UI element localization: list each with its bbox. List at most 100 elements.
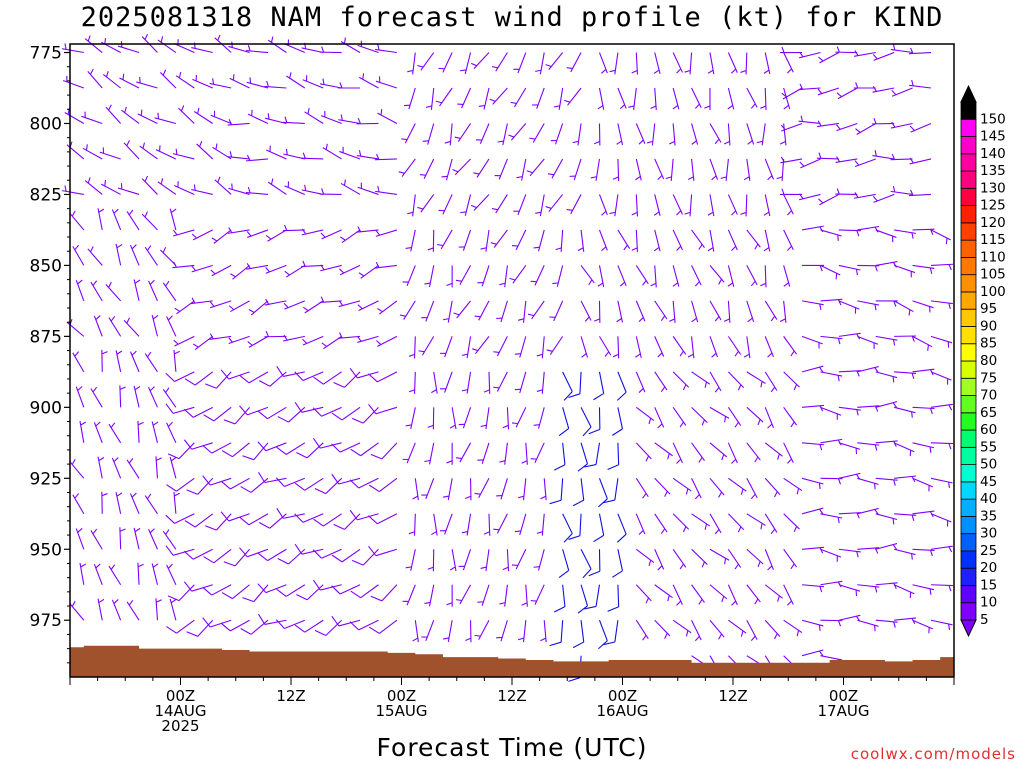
wind-barb	[172, 261, 195, 269]
wind-barb	[75, 386, 85, 408]
wind-barb	[536, 371, 545, 394]
wind-barb	[282, 116, 305, 125]
wind-barb	[650, 265, 657, 288]
wind-barb	[930, 229, 951, 245]
wind-barb	[553, 584, 566, 613]
wind-barb	[646, 123, 656, 146]
wind-barb	[377, 109, 398, 124]
wind-barb	[746, 406, 764, 426]
wind-barb	[375, 185, 397, 195]
wind-barb	[258, 613, 287, 625]
wind-barb	[875, 513, 898, 525]
wind-barb	[239, 513, 269, 526]
wind-barb	[691, 513, 711, 530]
wind-barb	[818, 52, 840, 64]
wind-barb	[857, 225, 880, 233]
wind-barb	[740, 194, 748, 217]
wind-barb	[817, 120, 839, 128]
wind-barb	[654, 336, 665, 358]
wind-barb	[275, 619, 306, 629]
wind-barb	[628, 87, 637, 110]
wind-barb	[412, 478, 419, 501]
wind-barb	[220, 477, 250, 490]
wind-barb	[82, 144, 103, 160]
wind-barb	[148, 279, 158, 302]
wind-barb	[407, 52, 416, 75]
wind-barb	[930, 584, 953, 592]
wind-barb	[87, 246, 103, 266]
wind-barb	[202, 442, 232, 454]
wind-barb	[527, 300, 545, 320]
wind-barb	[672, 477, 692, 495]
wind-barb	[84, 177, 103, 195]
wind-barb	[764, 300, 778, 322]
wind-barb	[820, 371, 843, 382]
wind-barb	[855, 123, 877, 135]
wind-barb	[499, 584, 508, 607]
wind-barb	[211, 229, 232, 244]
wind-barb	[443, 478, 453, 501]
wind-barb	[470, 194, 490, 211]
colorbar-segment	[960, 239, 977, 258]
wind-barb	[817, 87, 840, 96]
wind-barb	[418, 336, 435, 356]
colorbar-segment	[960, 205, 977, 224]
wind-barb	[635, 123, 646, 145]
wind-barb	[351, 548, 379, 566]
wind-barb	[452, 158, 471, 176]
wind-barb	[246, 263, 269, 270]
wind-barb	[894, 406, 916, 418]
colorbar-label: 130	[980, 180, 1006, 196]
wind-barb	[340, 37, 361, 53]
wind-barb	[530, 442, 545, 463]
wind-barb	[282, 224, 305, 232]
wind-barb	[909, 79, 932, 89]
wind-barb	[461, 371, 472, 394]
wind-barb	[141, 211, 158, 231]
wind-barb	[183, 439, 213, 450]
wind-barb	[801, 619, 824, 631]
wind-barb	[477, 442, 490, 464]
wind-barb	[313, 579, 342, 591]
wind-barb	[276, 366, 305, 377]
wind-barb	[609, 194, 619, 217]
wind-barb	[593, 371, 605, 401]
wind-barb	[875, 300, 898, 307]
wind-barb	[930, 371, 952, 385]
wind-barb	[635, 158, 642, 181]
wind-barb	[129, 350, 140, 373]
wind-barb	[424, 442, 435, 465]
wind-barb	[497, 123, 508, 146]
wind-barb	[635, 548, 655, 567]
wind-barb	[203, 548, 232, 564]
wind-barb	[209, 78, 232, 89]
wind-barb	[894, 548, 916, 560]
x-tick-label: 00Z	[608, 687, 637, 705]
wind-barb	[101, 349, 108, 372]
wind-barb	[240, 477, 269, 493]
x-tick-label: 15AUG	[376, 702, 428, 720]
credit-link[interactable]: coolwx.com/models	[850, 745, 1016, 763]
wind-barb	[154, 112, 177, 125]
wind-barb	[79, 421, 87, 443]
wind-barb	[446, 584, 453, 607]
wind-barb	[449, 549, 457, 572]
wind-barb	[493, 336, 508, 357]
wind-barb	[783, 548, 798, 570]
wind-barb	[461, 336, 472, 359]
wind-barb	[617, 265, 627, 287]
wind-barb	[588, 407, 601, 435]
wind-barb	[162, 280, 177, 302]
wind-barb	[301, 184, 324, 195]
wind-barb	[370, 584, 398, 602]
wind-barb	[165, 371, 195, 382]
x-tick-label: 12Z	[497, 687, 526, 705]
wind-barb	[930, 513, 952, 527]
wind-barb	[709, 123, 722, 145]
wind-barb	[221, 584, 250, 600]
wind-barb	[555, 229, 564, 252]
wind-barb	[577, 442, 589, 472]
wind-barb	[151, 314, 159, 337]
wind-barb	[439, 336, 453, 358]
